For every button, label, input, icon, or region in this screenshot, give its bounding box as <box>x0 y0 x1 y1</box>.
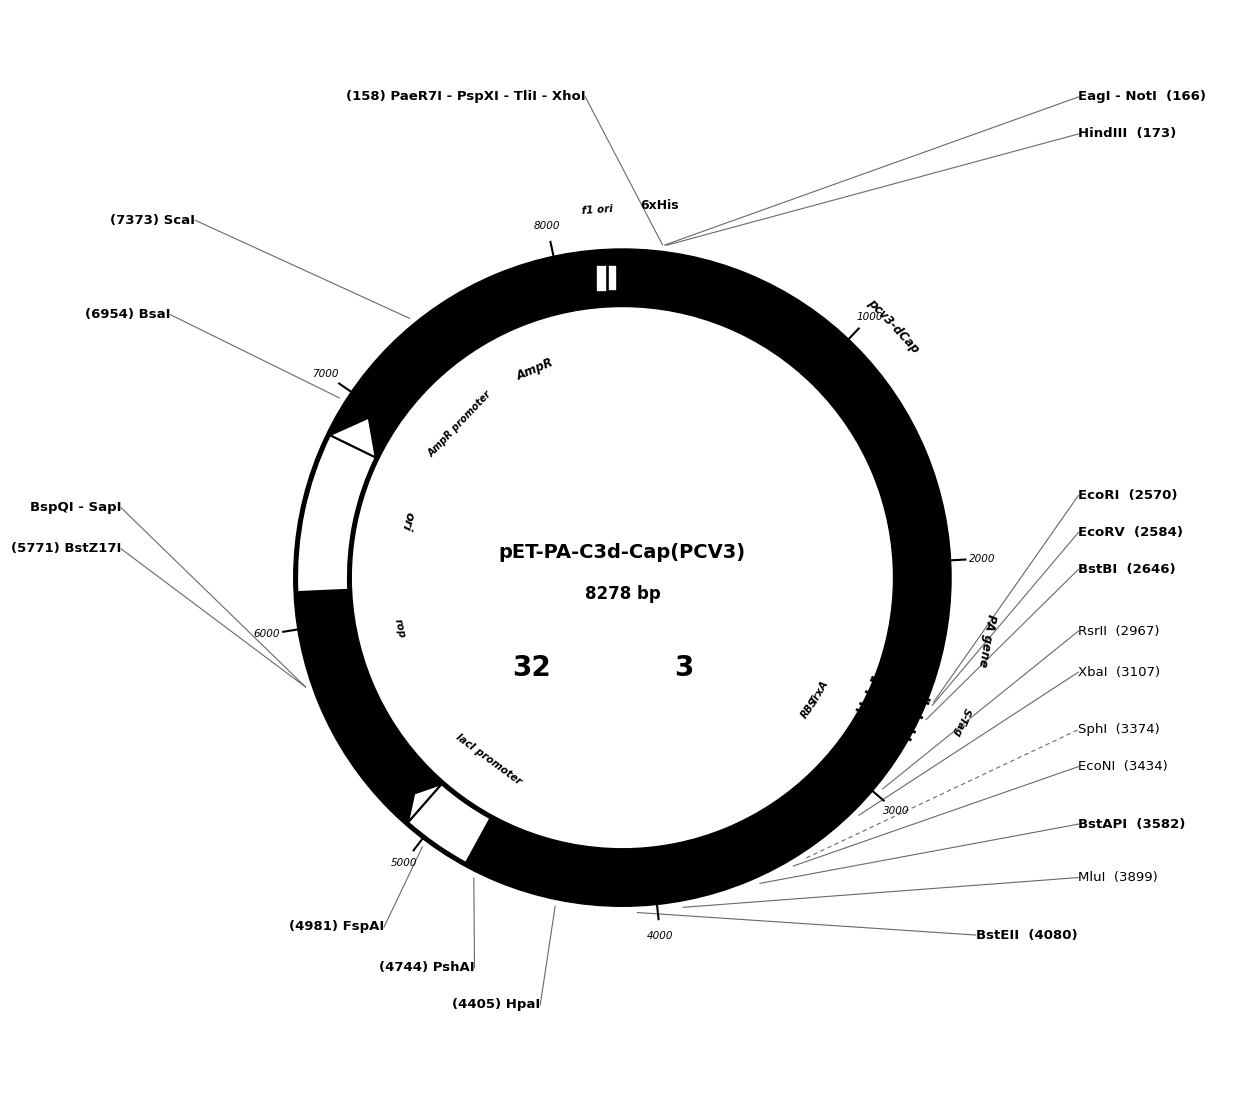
Polygon shape <box>408 784 441 823</box>
Text: HindIII  (173): HindIII (173) <box>1079 127 1177 140</box>
Wedge shape <box>522 771 853 902</box>
Polygon shape <box>884 661 932 682</box>
Wedge shape <box>657 254 939 514</box>
Wedge shape <box>870 674 928 716</box>
Text: (4744) PshAI: (4744) PshAI <box>379 961 475 974</box>
Text: lacI promoter: lacI promoter <box>454 732 523 787</box>
Text: BstBI  (2646): BstBI (2646) <box>1079 563 1176 576</box>
Text: SphI  (3374): SphI (3374) <box>1079 723 1161 737</box>
Wedge shape <box>846 732 892 768</box>
Text: rop: rop <box>393 617 407 639</box>
Text: PA gene: PA gene <box>976 613 998 668</box>
Text: 5000: 5000 <box>391 858 417 868</box>
Wedge shape <box>298 435 376 592</box>
Wedge shape <box>300 618 362 681</box>
Text: 8000: 8000 <box>533 221 560 231</box>
Polygon shape <box>330 418 376 458</box>
Text: 2000: 2000 <box>968 554 994 564</box>
Text: 8278 bp: 8278 bp <box>584 585 660 603</box>
Text: XbaI  (3107): XbaI (3107) <box>1079 666 1161 679</box>
Text: BstEII  (4080): BstEII (4080) <box>976 929 1078 941</box>
Text: (6954) BsaI: (6954) BsaI <box>86 309 170 321</box>
Polygon shape <box>854 724 898 752</box>
Wedge shape <box>884 573 947 677</box>
Text: EcoRI  (2570): EcoRI (2570) <box>1079 489 1178 502</box>
Wedge shape <box>408 784 490 863</box>
Text: TrxA: TrxA <box>808 679 831 707</box>
Text: (7373) ScaI: (7373) ScaI <box>110 213 195 227</box>
Text: BstAPI  (3582): BstAPI (3582) <box>1079 817 1185 831</box>
Text: BspQI - SapI: BspQI - SapI <box>30 501 122 514</box>
Wedge shape <box>294 249 951 906</box>
Text: 32: 32 <box>512 654 552 682</box>
Text: S-Tag: S-Tag <box>951 706 972 738</box>
Text: pcv3-dCap: pcv3-dCap <box>864 296 921 356</box>
Text: EcoNI  (3434): EcoNI (3434) <box>1079 760 1168 773</box>
Text: ori: ori <box>399 510 417 532</box>
Polygon shape <box>489 838 538 887</box>
Text: RBS: RBS <box>799 697 820 721</box>
Text: 3000: 3000 <box>883 806 909 816</box>
Text: AmpR: AmpR <box>515 356 556 383</box>
Bar <box>609 264 616 291</box>
Text: MluI  (3899): MluI (3899) <box>1079 872 1158 884</box>
Polygon shape <box>300 614 351 625</box>
Text: 1000: 1000 <box>857 312 883 322</box>
Text: 6000: 6000 <box>254 629 280 639</box>
Text: AmpR promoter: AmpR promoter <box>427 388 494 459</box>
Text: (4981) FspAI: (4981) FspAI <box>289 920 384 933</box>
Text: RsrII  (2967): RsrII (2967) <box>1079 625 1159 637</box>
Text: EagI - NotI  (166): EagI - NotI (166) <box>1079 91 1207 104</box>
Polygon shape <box>846 738 887 768</box>
Text: (158) PaeR7I - PspXI - TliI - XhoI: (158) PaeR7I - PspXI - TliI - XhoI <box>346 91 585 104</box>
Wedge shape <box>854 705 911 752</box>
Text: EcoRV  (2584): EcoRV (2584) <box>1079 526 1183 539</box>
Text: pET-PA-C3d-Cap(PCV3): pET-PA-C3d-Cap(PCV3) <box>498 543 746 563</box>
Bar <box>596 265 606 292</box>
Text: 7000: 7000 <box>312 369 339 379</box>
Text: lacI: lacI <box>658 865 683 881</box>
Text: (5771) BstZ17I: (5771) BstZ17I <box>11 542 122 555</box>
Text: f1 ori: f1 ori <box>582 205 614 217</box>
Text: 4000: 4000 <box>647 930 673 940</box>
Polygon shape <box>889 502 939 562</box>
Text: 6xHis: 6xHis <box>640 199 678 212</box>
Text: 3: 3 <box>675 654 693 682</box>
Text: (4405) HpaI: (4405) HpaI <box>451 999 541 1011</box>
Polygon shape <box>870 693 918 716</box>
